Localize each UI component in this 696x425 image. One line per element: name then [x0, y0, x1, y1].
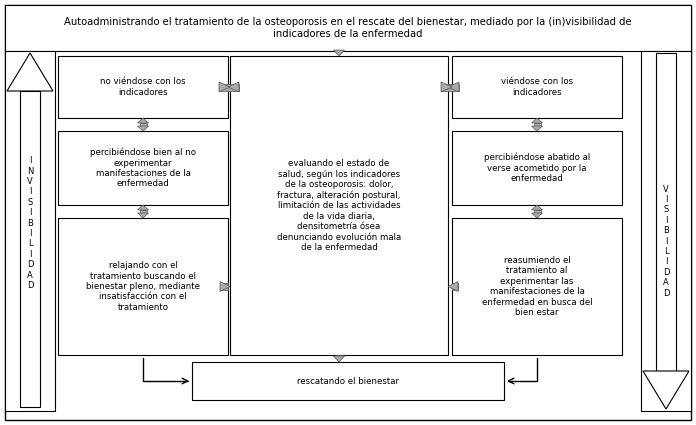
Bar — [534, 210, 541, 213]
Polygon shape — [532, 118, 542, 123]
Bar — [534, 123, 541, 126]
Text: viéndose con los
indicadores: viéndose con los indicadores — [501, 77, 573, 97]
Bar — [58, 131, 228, 205]
Polygon shape — [333, 50, 345, 56]
Polygon shape — [138, 118, 148, 123]
Bar — [641, 51, 691, 411]
Text: I
N
V
I
S
I
B
I
L
I
D
A
D: I N V I S I B I L I D A D — [26, 156, 33, 290]
Polygon shape — [228, 82, 239, 92]
Text: reasumiendo el
tratamiento al
experimentar las
manifestaciones de la
enfermedad : reasumiendo el tratamiento al experiment… — [482, 256, 592, 317]
Polygon shape — [532, 205, 542, 210]
Bar — [139, 123, 146, 126]
Bar — [656, 53, 676, 371]
Bar — [220, 283, 228, 290]
Polygon shape — [448, 82, 459, 92]
Bar — [335, 355, 342, 356]
Bar — [452, 218, 622, 355]
Polygon shape — [138, 126, 148, 131]
Text: rescatando el bienestar: rescatando el bienestar — [297, 377, 399, 385]
Text: percibiéndose bien al no
experimentar
manifestaciones de la
enfermedad: percibiéndose bien al no experimentar ma… — [90, 147, 196, 188]
Polygon shape — [7, 53, 53, 91]
Bar — [139, 210, 146, 213]
Bar — [452, 131, 622, 205]
Bar — [5, 51, 55, 411]
Bar — [335, 50, 342, 51]
Polygon shape — [532, 126, 542, 131]
Polygon shape — [220, 281, 230, 292]
Polygon shape — [219, 82, 230, 92]
Text: evaluando el estado de
salud, según los indicadores
de la osteoporosis: dolor,
f: evaluando el estado de salud, según los … — [277, 159, 401, 252]
Bar — [5, 5, 691, 51]
Bar — [58, 218, 228, 355]
Polygon shape — [333, 356, 345, 362]
Bar — [452, 56, 622, 118]
Bar — [192, 362, 504, 400]
Polygon shape — [138, 205, 148, 210]
Bar — [58, 56, 228, 118]
Text: V
I
S
I
B
I
L
I
D
A
D: V I S I B I L I D A D — [663, 184, 670, 298]
Bar — [441, 83, 459, 91]
Bar — [230, 56, 448, 355]
Polygon shape — [643, 371, 689, 409]
Text: relajando con el
tratamiento buscando el
bienestar pleno, mediante
insatisfacció: relajando con el tratamiento buscando el… — [86, 261, 200, 312]
Bar — [219, 83, 239, 91]
Text: no viéndose con los
indicadores: no viéndose con los indicadores — [100, 77, 186, 97]
Polygon shape — [441, 82, 452, 92]
Text: percibiéndose abatido al
verse acometido por la
enfermedad: percibiéndose abatido al verse acometido… — [484, 153, 590, 183]
Bar — [20, 91, 40, 407]
Polygon shape — [532, 213, 542, 218]
Text: Autoadministrando el tratamiento de la osteoporosis en el rescate del bienestar,: Autoadministrando el tratamiento de la o… — [64, 17, 632, 39]
Polygon shape — [448, 281, 458, 292]
Polygon shape — [138, 213, 148, 218]
Bar — [452, 283, 458, 290]
